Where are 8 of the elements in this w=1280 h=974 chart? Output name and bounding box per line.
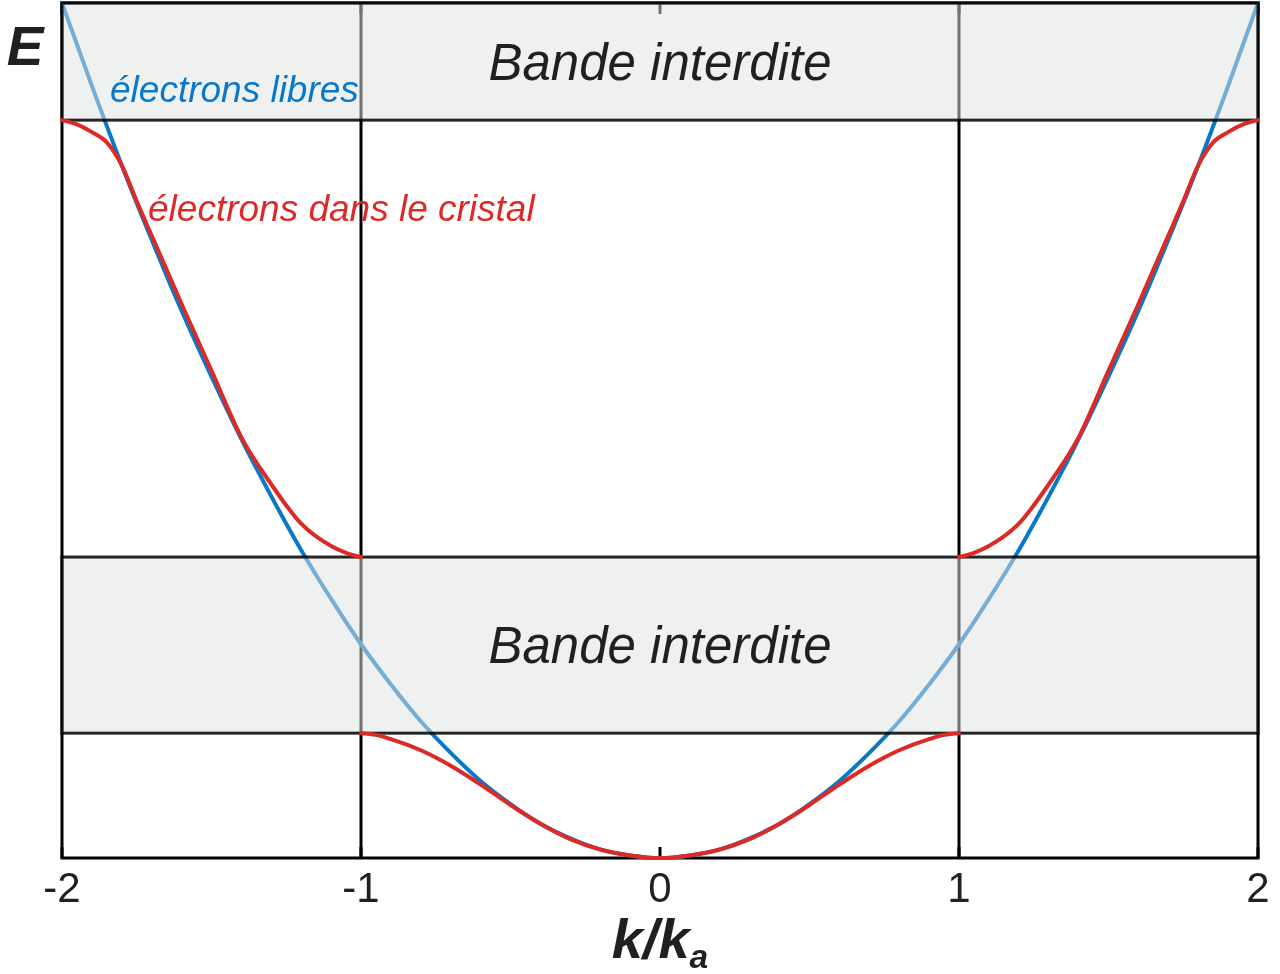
y-axis-title: E (6, 15, 46, 77)
band-label: Bande interdite (488, 33, 832, 91)
series-label: électrons libres (110, 69, 359, 110)
x-tick-label: -2 (43, 864, 81, 911)
band-label: Bande interdite (488, 617, 832, 675)
x-tick-label: -1 (342, 864, 380, 911)
x-tick-label: 2 (1246, 864, 1270, 911)
x-tick-label: 1 (947, 864, 971, 911)
